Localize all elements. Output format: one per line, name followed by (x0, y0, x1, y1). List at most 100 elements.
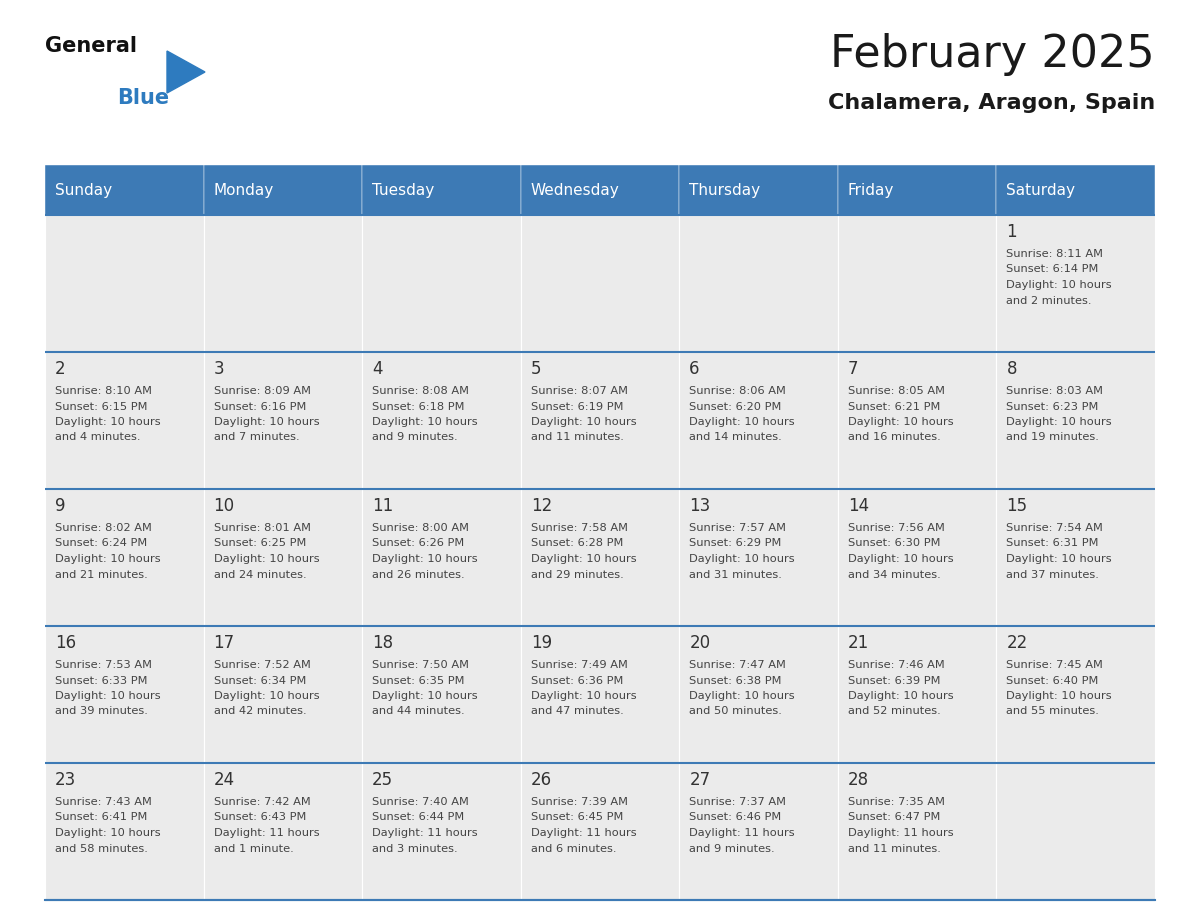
Text: 19: 19 (531, 634, 552, 652)
Text: Sunrise: 7:35 AM: Sunrise: 7:35 AM (848, 797, 944, 807)
Text: 23: 23 (55, 771, 76, 789)
Text: Sunset: 6:30 PM: Sunset: 6:30 PM (848, 539, 941, 548)
Bar (203, 626, 362, 763)
Text: and 52 minutes.: and 52 minutes. (848, 707, 941, 717)
Text: Sunrise: 8:01 AM: Sunrise: 8:01 AM (214, 523, 310, 533)
Text: and 19 minutes.: and 19 minutes. (1006, 432, 1099, 442)
Bar (203, 763, 362, 900)
Text: Sunset: 6:35 PM: Sunset: 6:35 PM (372, 676, 465, 686)
Text: and 16 minutes.: and 16 minutes. (848, 432, 941, 442)
Text: and 14 minutes.: and 14 minutes. (689, 432, 782, 442)
Text: Sunset: 6:47 PM: Sunset: 6:47 PM (848, 812, 940, 823)
Text: Sunset: 6:25 PM: Sunset: 6:25 PM (214, 539, 307, 548)
Text: Sunrise: 7:49 AM: Sunrise: 7:49 AM (531, 660, 627, 670)
Text: Daylight: 10 hours: Daylight: 10 hours (372, 417, 478, 427)
Bar (362, 215, 520, 352)
Text: Sunset: 6:16 PM: Sunset: 6:16 PM (214, 401, 307, 411)
Text: and 9 minutes.: and 9 minutes. (689, 844, 775, 854)
Text: Sunset: 6:29 PM: Sunset: 6:29 PM (689, 539, 782, 548)
Text: Daylight: 10 hours: Daylight: 10 hours (689, 691, 795, 701)
Text: 1: 1 (1006, 223, 1017, 241)
Text: Sunrise: 7:56 AM: Sunrise: 7:56 AM (848, 523, 944, 533)
Bar (520, 489, 680, 626)
Bar (838, 489, 997, 626)
Text: Daylight: 11 hours: Daylight: 11 hours (372, 828, 478, 838)
Text: and 29 minutes.: and 29 minutes. (531, 569, 624, 579)
Text: and 1 minute.: and 1 minute. (214, 844, 293, 854)
Text: and 26 minutes.: and 26 minutes. (372, 569, 465, 579)
Bar (838, 215, 997, 352)
Text: and 37 minutes.: and 37 minutes. (1006, 569, 1099, 579)
Text: Sunrise: 7:58 AM: Sunrise: 7:58 AM (531, 523, 627, 533)
Text: Sunrise: 7:39 AM: Sunrise: 7:39 AM (531, 797, 627, 807)
Text: Daylight: 10 hours: Daylight: 10 hours (531, 691, 637, 701)
Text: Sunset: 6:36 PM: Sunset: 6:36 PM (531, 676, 623, 686)
Text: 28: 28 (848, 771, 868, 789)
Text: Daylight: 10 hours: Daylight: 10 hours (55, 554, 160, 564)
Text: Sunset: 6:39 PM: Sunset: 6:39 PM (848, 676, 941, 686)
Text: and 31 minutes.: and 31 minutes. (689, 569, 782, 579)
Text: Sunset: 6:34 PM: Sunset: 6:34 PM (214, 676, 307, 686)
Text: Friday: Friday (848, 183, 895, 197)
Text: Sunrise: 8:08 AM: Sunrise: 8:08 AM (372, 386, 469, 396)
Text: 27: 27 (689, 771, 710, 789)
Bar (45, 763, 203, 900)
Bar (362, 165, 520, 215)
Bar (838, 352, 997, 489)
Text: and 7 minutes.: and 7 minutes. (214, 432, 299, 442)
Bar (680, 215, 838, 352)
Text: Sunrise: 8:00 AM: Sunrise: 8:00 AM (372, 523, 469, 533)
Text: 13: 13 (689, 497, 710, 515)
Text: Sunset: 6:44 PM: Sunset: 6:44 PM (372, 812, 465, 823)
Bar (680, 165, 838, 215)
Text: Tuesday: Tuesday (372, 183, 435, 197)
Bar (362, 763, 520, 900)
Text: Sunday: Sunday (55, 183, 112, 197)
Text: and 3 minutes.: and 3 minutes. (372, 844, 457, 854)
Text: and 21 minutes.: and 21 minutes. (55, 569, 147, 579)
Bar (680, 489, 838, 626)
Text: and 50 minutes.: and 50 minutes. (689, 707, 782, 717)
Text: and 34 minutes.: and 34 minutes. (848, 569, 941, 579)
Text: Sunset: 6:26 PM: Sunset: 6:26 PM (372, 539, 465, 548)
Text: 4: 4 (372, 360, 383, 378)
Text: Daylight: 10 hours: Daylight: 10 hours (214, 554, 320, 564)
Text: 24: 24 (214, 771, 235, 789)
Bar (203, 352, 362, 489)
Text: Daylight: 10 hours: Daylight: 10 hours (1006, 691, 1112, 701)
Text: Sunset: 6:19 PM: Sunset: 6:19 PM (531, 401, 624, 411)
Text: and 24 minutes.: and 24 minutes. (214, 569, 307, 579)
Text: 9: 9 (55, 497, 65, 515)
Text: Sunset: 6:24 PM: Sunset: 6:24 PM (55, 539, 147, 548)
Bar (997, 165, 1155, 215)
Text: and 11 minutes.: and 11 minutes. (848, 844, 941, 854)
Text: Sunset: 6:23 PM: Sunset: 6:23 PM (1006, 401, 1099, 411)
Text: Sunrise: 8:03 AM: Sunrise: 8:03 AM (1006, 386, 1104, 396)
Text: Daylight: 11 hours: Daylight: 11 hours (689, 828, 795, 838)
Text: Saturday: Saturday (1006, 183, 1075, 197)
Text: Daylight: 10 hours: Daylight: 10 hours (689, 554, 795, 564)
Text: Sunset: 6:14 PM: Sunset: 6:14 PM (1006, 264, 1099, 274)
Text: Daylight: 10 hours: Daylight: 10 hours (689, 417, 795, 427)
Bar (362, 489, 520, 626)
Text: and 55 minutes.: and 55 minutes. (1006, 707, 1099, 717)
Text: Sunset: 6:28 PM: Sunset: 6:28 PM (531, 539, 623, 548)
Text: and 44 minutes.: and 44 minutes. (372, 707, 465, 717)
Text: and 6 minutes.: and 6 minutes. (531, 844, 617, 854)
Text: Sunset: 6:40 PM: Sunset: 6:40 PM (1006, 676, 1099, 686)
Text: Sunset: 6:15 PM: Sunset: 6:15 PM (55, 401, 147, 411)
Text: Sunrise: 8:10 AM: Sunrise: 8:10 AM (55, 386, 152, 396)
Text: and 42 minutes.: and 42 minutes. (214, 707, 307, 717)
Text: Sunrise: 7:57 AM: Sunrise: 7:57 AM (689, 523, 786, 533)
Bar (838, 763, 997, 900)
Text: Sunrise: 7:52 AM: Sunrise: 7:52 AM (214, 660, 310, 670)
Text: 3: 3 (214, 360, 225, 378)
Text: February 2025: February 2025 (830, 33, 1155, 76)
Text: 6: 6 (689, 360, 700, 378)
Text: Sunrise: 8:05 AM: Sunrise: 8:05 AM (848, 386, 944, 396)
Text: Sunrise: 8:11 AM: Sunrise: 8:11 AM (1006, 249, 1104, 259)
Bar (203, 215, 362, 352)
Bar (520, 626, 680, 763)
Bar (45, 626, 203, 763)
Text: Daylight: 11 hours: Daylight: 11 hours (214, 828, 320, 838)
